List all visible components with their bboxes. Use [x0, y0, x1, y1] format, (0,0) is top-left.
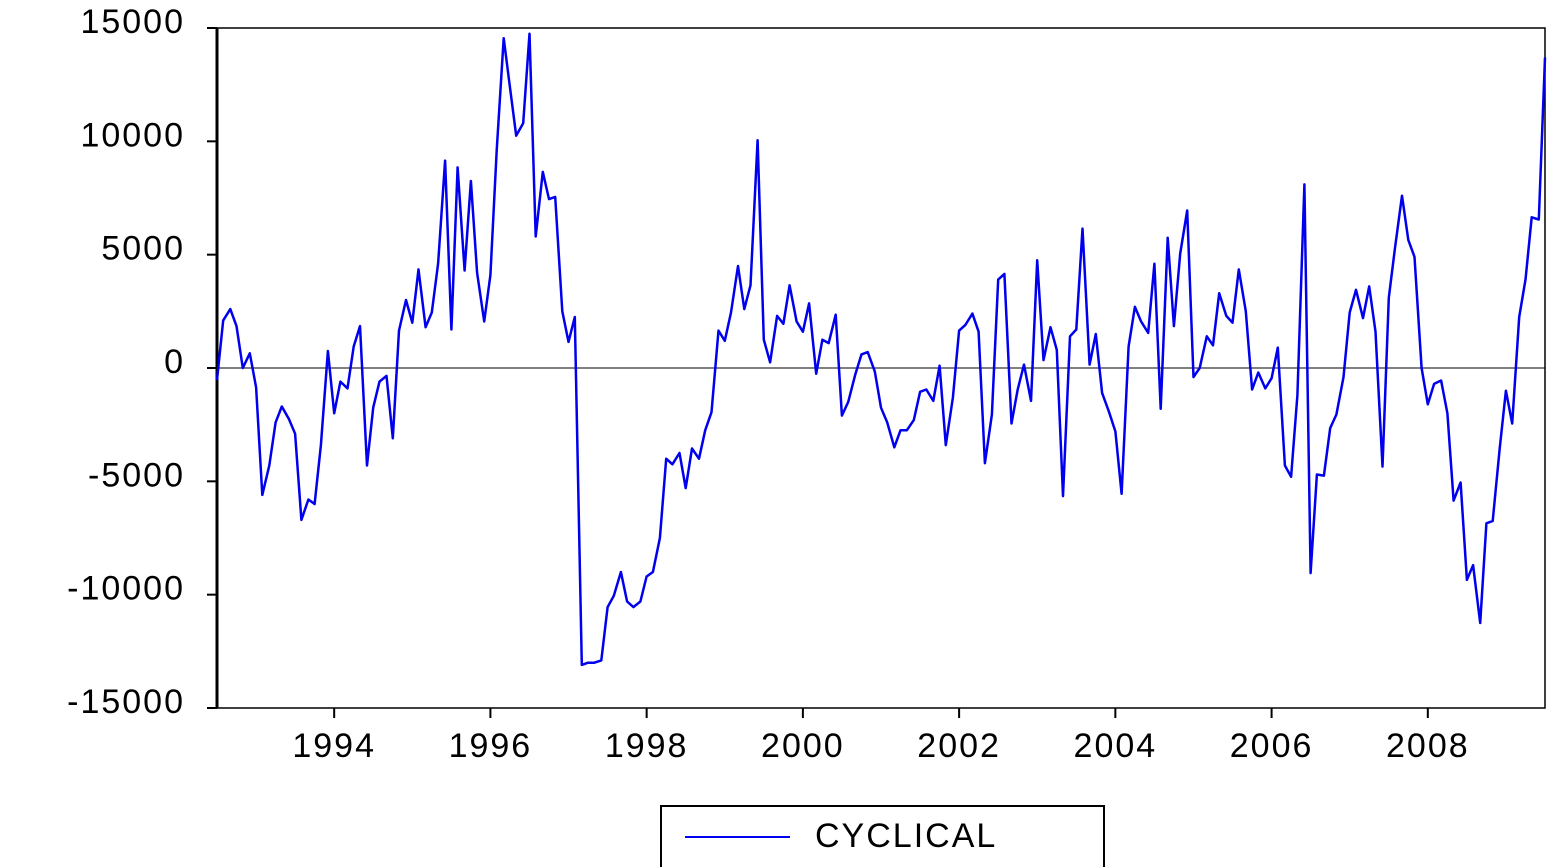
y-tick-label: 10000 — [80, 116, 185, 154]
x-tick-label: 2000 — [761, 727, 845, 765]
y-tick-label: -5000 — [88, 456, 185, 494]
line-series — [215, 32, 1547, 667]
x-tick-label: 2008 — [1386, 727, 1470, 765]
y-tick-label: 0 — [164, 343, 185, 381]
x-tick-label: 2006 — [1230, 727, 1314, 765]
y-tick-label: 5000 — [101, 230, 185, 268]
x-tick-label: 1998 — [605, 727, 689, 765]
x-tick-label: 1996 — [449, 727, 533, 765]
y-tick-label: -15000 — [67, 683, 185, 721]
y-tick-label: 15000 — [80, 3, 185, 41]
x-tick-label: 2002 — [917, 727, 1001, 765]
x-tick-label: 2004 — [1074, 727, 1158, 765]
legend-box — [660, 805, 1105, 867]
y-tick-label: -10000 — [67, 570, 185, 608]
x-tick-label: 1994 — [292, 727, 376, 765]
legend-label: CYCLICAL — [815, 817, 997, 855]
